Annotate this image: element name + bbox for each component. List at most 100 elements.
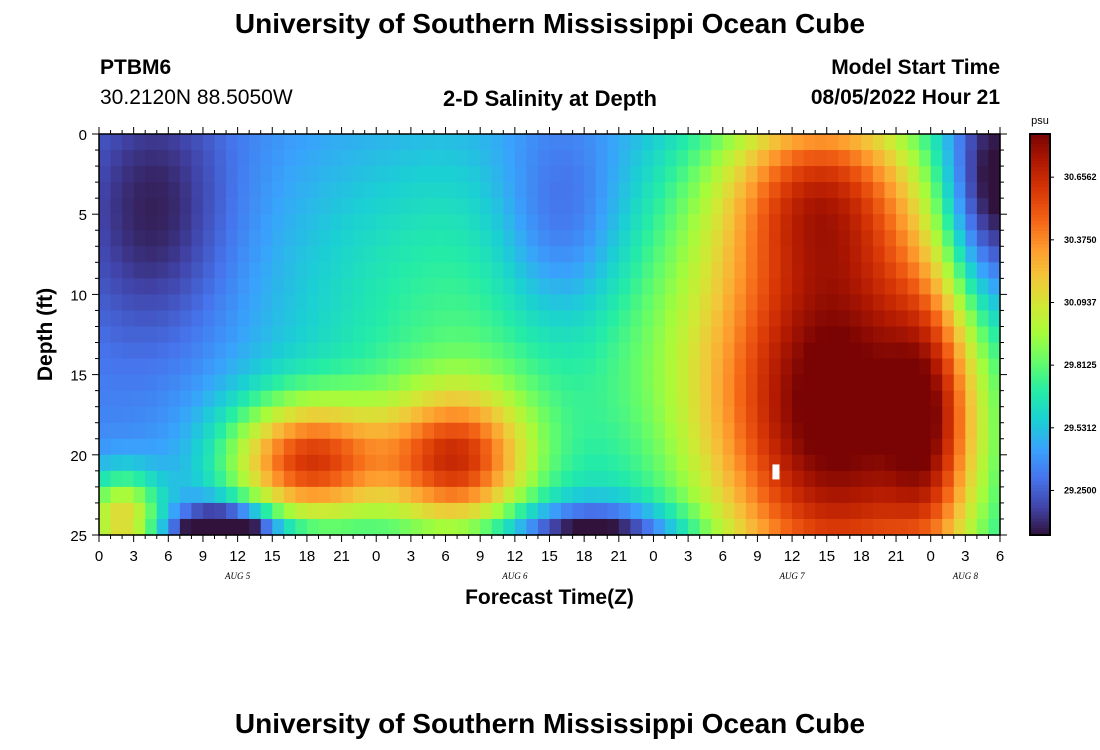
heatmap-cell <box>433 246 447 263</box>
heatmap-cell <box>699 166 712 183</box>
heatmap-cell <box>226 422 239 440</box>
heatmap-cell <box>930 422 943 440</box>
heatmap-cell <box>191 486 204 504</box>
heatmap-cell <box>376 262 389 279</box>
heatmap-cell <box>295 454 308 472</box>
heatmap-cell <box>537 150 551 167</box>
heatmap-cell <box>572 166 585 183</box>
heatmap-cell <box>676 150 689 167</box>
heatmap-cell <box>353 390 366 408</box>
heatmap-cell <box>99 326 112 344</box>
colorbar-segment <box>1030 177 1050 182</box>
heatmap-cell <box>641 374 655 392</box>
heatmap-cell <box>757 358 770 376</box>
heatmap-cell <box>688 214 701 231</box>
heatmap-cell <box>561 294 574 312</box>
heatmap-cell <box>641 310 655 328</box>
x-tick-label: 15 <box>264 548 281 565</box>
heatmap-cell <box>422 390 435 408</box>
heatmap-cell <box>561 422 574 440</box>
heatmap-cell <box>202 502 216 520</box>
heatmap-cell <box>537 438 551 456</box>
heatmap-cell <box>202 150 216 167</box>
heatmap-cell <box>699 486 712 504</box>
heatmap-cell <box>306 470 320 488</box>
heatmap-cell <box>168 486 181 504</box>
heatmap-cell <box>249 422 262 440</box>
heatmap-cell <box>630 134 643 151</box>
heatmap-cell <box>607 278 620 295</box>
heatmap-cell <box>306 150 320 167</box>
colorbar-segment <box>1030 134 1050 138</box>
heatmap-cell <box>260 390 273 408</box>
heatmap-cell <box>572 438 585 456</box>
colorbar-segment <box>1030 297 1050 302</box>
heatmap-cell <box>734 214 747 231</box>
heatmap-cell <box>722 198 735 215</box>
heatmap-cell <box>156 358 169 376</box>
colorbar-segment <box>1030 364 1050 369</box>
heatmap-cell <box>919 422 932 440</box>
heatmap-cell <box>584 438 597 456</box>
heatmap-cell <box>410 486 424 504</box>
heatmap-cell <box>468 134 481 151</box>
heatmap-cell <box>179 438 193 456</box>
heatmap-cell <box>387 134 400 151</box>
heatmap-cell <box>942 262 955 279</box>
heatmap-cell <box>249 470 262 488</box>
heatmap-cell <box>491 342 504 360</box>
heatmap-cell <box>630 198 643 215</box>
heatmap-cell <box>214 518 227 536</box>
heatmap-cell <box>457 294 470 312</box>
heatmap-cell <box>861 230 874 247</box>
heatmap-cell <box>295 390 308 408</box>
heatmap-cell <box>607 454 620 472</box>
heatmap-cell <box>537 310 551 328</box>
heatmap-cell <box>399 326 412 344</box>
heatmap-cell <box>665 454 678 472</box>
heatmap-cell <box>584 150 597 167</box>
heatmap-cell <box>376 198 389 215</box>
heatmap-cell <box>422 486 435 504</box>
heatmap-cell <box>283 198 296 215</box>
heatmap-cell <box>919 470 932 488</box>
heatmap-cell <box>330 406 343 424</box>
heatmap-cell <box>330 358 343 376</box>
heatmap-cell <box>896 374 909 392</box>
heatmap-cell <box>272 438 285 456</box>
heatmap-cell <box>191 470 204 488</box>
heatmap-cell <box>780 246 793 263</box>
colorbar-segment <box>1030 491 1050 496</box>
heatmap-cell <box>572 278 585 295</box>
heatmap-cell <box>156 310 169 328</box>
heatmap-cell <box>722 374 735 392</box>
colorbar-segment <box>1030 441 1050 446</box>
heatmap-cell <box>896 230 909 247</box>
x-tick-label: 15 <box>818 548 835 565</box>
heatmap-cell <box>838 182 851 199</box>
heatmap-cell <box>537 502 551 520</box>
heatmap-cell <box>584 422 597 440</box>
heatmap-cell <box>665 502 678 520</box>
heatmap-cell <box>122 278 135 295</box>
heatmap-cell <box>849 198 862 215</box>
heatmap-cell <box>110 310 123 328</box>
heatmap-cell <box>468 406 481 424</box>
day-label: AUG 5 <box>224 571 251 581</box>
heatmap-cell <box>768 518 782 536</box>
heatmap-cell <box>514 214 527 231</box>
heatmap-cell <box>179 358 193 376</box>
heatmap-cell <box>942 502 955 520</box>
heatmap-cell <box>133 310 146 328</box>
heatmap-cell <box>226 342 239 360</box>
heatmap-cell <box>826 214 839 231</box>
heatmap-cell <box>572 214 585 231</box>
heatmap-cell <box>965 502 978 520</box>
heatmap-cell <box>468 150 481 167</box>
heatmap-cell <box>572 406 585 424</box>
heatmap-cell <box>699 150 712 167</box>
heatmap-cell <box>919 214 932 231</box>
heatmap-cell <box>595 374 608 392</box>
heatmap-cell <box>122 358 135 376</box>
heatmap-cell <box>861 502 874 520</box>
